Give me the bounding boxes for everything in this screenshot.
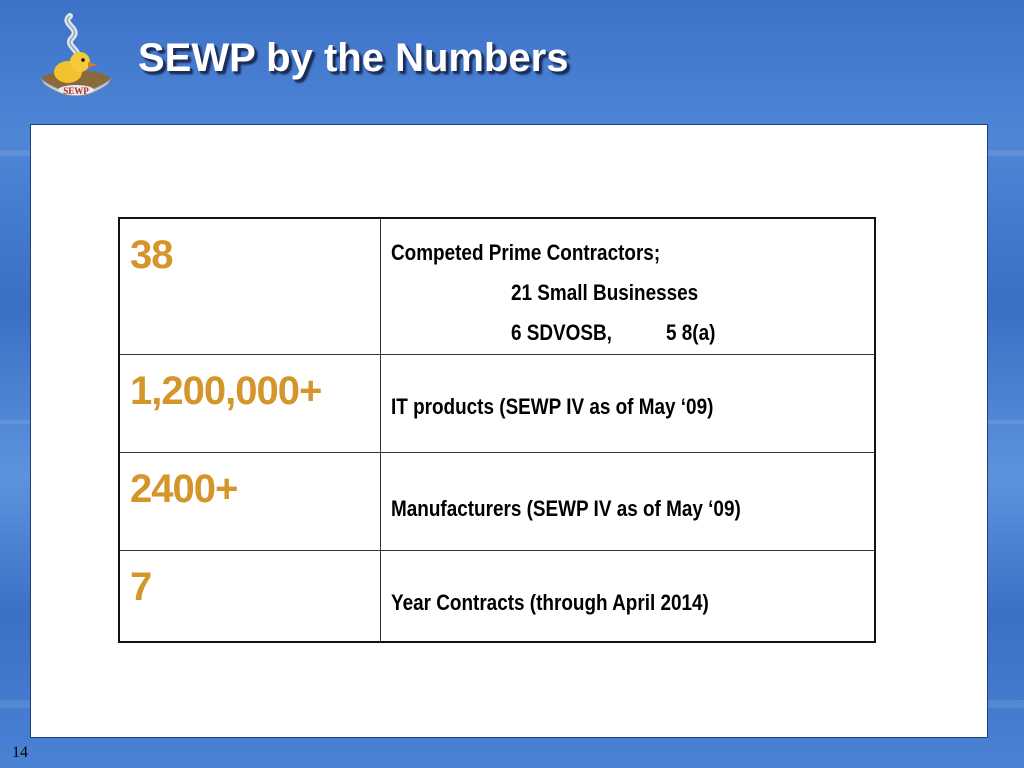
slide-title: SEWP by the Numbers (138, 36, 569, 80)
sewp-logo: SEWP (39, 13, 113, 97)
number-cell: 7 (118, 549, 381, 643)
description-cell: IT products (SEWP IV as of May ‘09) (380, 353, 876, 453)
description-cell: Competed Prime Contractors; 21 Small Bus… (380, 217, 876, 355)
description-line: 21 Small Businesses (511, 280, 699, 305)
content-panel: 38 Competed Prime Contractors; 21 Small … (30, 124, 988, 738)
logo-text: SEWP (63, 86, 89, 96)
description-line: 6 SDVOSB, (511, 320, 612, 345)
description-cell: Year Contracts (through April 2014) (380, 549, 876, 643)
number-cell: 1,200,000+ (118, 353, 381, 453)
description-cell: Manufacturers (SEWP IV as of May ‘09) (380, 451, 876, 551)
table-row: 38 Competed Prime Contractors; 21 Small … (118, 217, 876, 355)
table-row: 2400+ Manufacturers (SEWP IV as of May ‘… (118, 451, 876, 551)
slide-number: 14 (12, 744, 28, 761)
number-cell: 2400+ (118, 451, 381, 551)
description-line: Manufacturers (SEWP IV as of May ‘09) (391, 495, 741, 521)
description-line: IT products (SEWP IV as of May ‘09) (391, 393, 714, 419)
numbers-table: 38 Competed Prime Contractors; 21 Small … (118, 217, 876, 643)
table-row: 7 Year Contracts (through April 2014) (118, 549, 876, 643)
rubber-duck-icon (39, 13, 113, 97)
description-line: Year Contracts (through April 2014) (391, 589, 709, 615)
description-line: 5 8(a) (666, 320, 716, 345)
table-row: 1,200,000+ IT products (SEWP IV as of Ma… (118, 353, 876, 453)
number-cell: 38 (118, 217, 381, 355)
description-line: Competed Prime Contractors; (391, 240, 661, 265)
